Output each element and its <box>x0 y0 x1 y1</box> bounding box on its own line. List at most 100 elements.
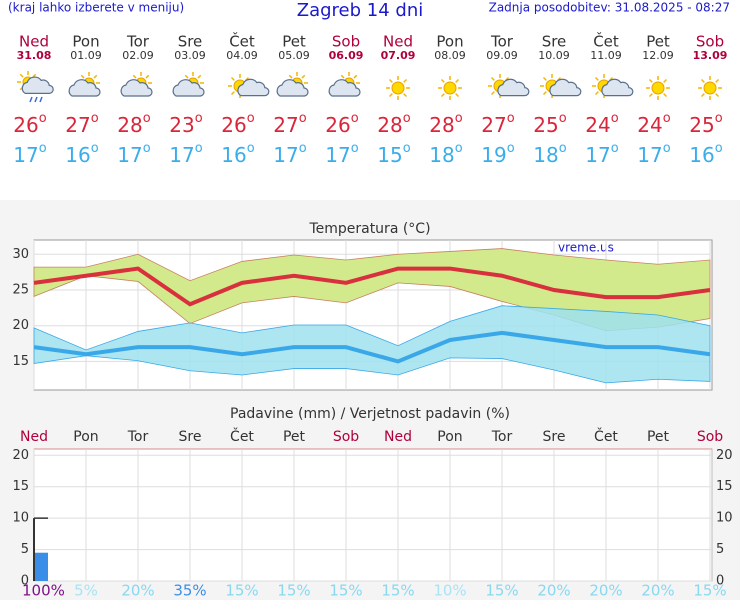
sun-ray <box>230 91 235 96</box>
day-name: Sob <box>333 429 359 445</box>
sun-ray <box>440 78 445 83</box>
sun-ray <box>594 91 599 96</box>
temp-value: 25 <box>689 113 714 137</box>
precip-probability: 20% <box>589 582 622 600</box>
day-name: Čet <box>593 32 619 51</box>
temp-low: 18o <box>429 141 462 167</box>
degree: o <box>195 141 203 156</box>
weather-icon <box>68 72 101 97</box>
sun-ray <box>490 91 495 96</box>
y2-tick-label: 20 <box>716 448 733 463</box>
weather-icon <box>120 72 153 97</box>
temp-high: 24o <box>585 111 618 137</box>
sun <box>391 81 405 95</box>
temp-low: 17o <box>13 141 46 167</box>
weather-icon <box>276 72 309 97</box>
sun-ray <box>19 73 24 78</box>
temp-line <box>33 266 711 307</box>
day-date: 01.09 <box>70 49 102 62</box>
degree: o <box>351 141 359 156</box>
sun-ray <box>388 78 393 83</box>
precip-probability: 35% <box>173 582 206 600</box>
cloud <box>276 79 309 97</box>
sun-ray <box>594 76 599 81</box>
sun-ray <box>403 93 408 98</box>
degree: o <box>143 141 151 156</box>
temp-value: 18 <box>429 143 454 167</box>
temp-value: 28 <box>377 113 402 137</box>
temp-high: 26o <box>221 111 254 137</box>
temp-high: 28o <box>429 111 462 137</box>
degree: o <box>143 111 151 126</box>
temp-value: 25 <box>533 113 558 137</box>
day-name: Pon <box>437 429 462 445</box>
temp-value: 17 <box>325 143 350 167</box>
weather-icon <box>228 74 270 98</box>
sun <box>651 81 665 95</box>
y-tick-label: 10 <box>12 511 29 526</box>
y-tick-label: 25 <box>12 283 29 298</box>
degree: o <box>455 111 463 126</box>
cloud <box>601 78 634 97</box>
rain-drop <box>34 96 38 103</box>
temp-value: 27 <box>273 113 298 137</box>
day-name: Čet <box>594 427 618 445</box>
temp-low: 17o <box>117 141 150 167</box>
degree: o <box>91 141 99 156</box>
day-date: 12.09 <box>642 49 674 62</box>
sun-ray <box>455 78 460 83</box>
day-date: 09.09 <box>486 49 518 62</box>
temp-value: 15 <box>377 143 402 167</box>
cloud <box>237 78 270 97</box>
temp-high: 27o <box>65 111 98 137</box>
temp-low: 16o <box>65 141 98 167</box>
sun <box>703 81 717 95</box>
temp-low: 16o <box>689 141 722 167</box>
degree: o <box>39 111 47 126</box>
y2-tick-label: 0 <box>716 574 724 589</box>
day-name: Sob <box>696 33 724 51</box>
menu-hint: (kraj lahko izberete v meniju) <box>8 1 184 15</box>
temp-value: 24 <box>585 113 610 137</box>
day-name: Pon <box>436 33 463 51</box>
day-name: Sre <box>178 33 203 51</box>
sun-ray <box>663 93 668 98</box>
degree: o <box>299 111 307 126</box>
day-date: 08.09 <box>434 49 466 62</box>
cloud <box>21 76 54 94</box>
sun-ray <box>184 74 189 79</box>
temp-low: 16o <box>221 141 254 167</box>
temp-high: 23o <box>169 111 202 137</box>
cloud <box>68 79 101 97</box>
temp-value: 16 <box>221 143 246 167</box>
precip-probability: 15% <box>485 582 518 600</box>
temp-value: 26 <box>221 113 246 137</box>
weather-icon <box>172 72 205 97</box>
sun-ray <box>648 93 653 98</box>
precip-probability: 15% <box>225 582 258 600</box>
rain-drop <box>29 96 33 103</box>
day-date: 13.09 <box>693 49 728 62</box>
degree: o <box>611 141 619 156</box>
day-name: Pon <box>72 33 99 51</box>
sun <box>443 81 457 95</box>
day-name: Ned <box>383 33 413 51</box>
y-tick-label: 20 <box>12 318 29 333</box>
day-name: Ned <box>20 429 48 445</box>
day-date: 06.09 <box>329 49 364 62</box>
precip-probability: 20% <box>121 582 154 600</box>
weather-icon <box>646 76 670 100</box>
temp-value: 28 <box>429 113 454 137</box>
degree: o <box>715 141 723 156</box>
day-name: Tor <box>126 33 150 51</box>
sun-ray <box>440 93 445 98</box>
day-name: Pet <box>282 33 306 51</box>
sun-ray <box>197 74 202 79</box>
sun-ray <box>145 74 150 79</box>
cloud <box>172 79 205 97</box>
precip-probability: 15% <box>277 582 310 600</box>
temp-value: 16 <box>65 143 90 167</box>
day-name: Tor <box>491 429 513 445</box>
temp-value: 23 <box>169 113 194 137</box>
degree: o <box>195 111 203 126</box>
